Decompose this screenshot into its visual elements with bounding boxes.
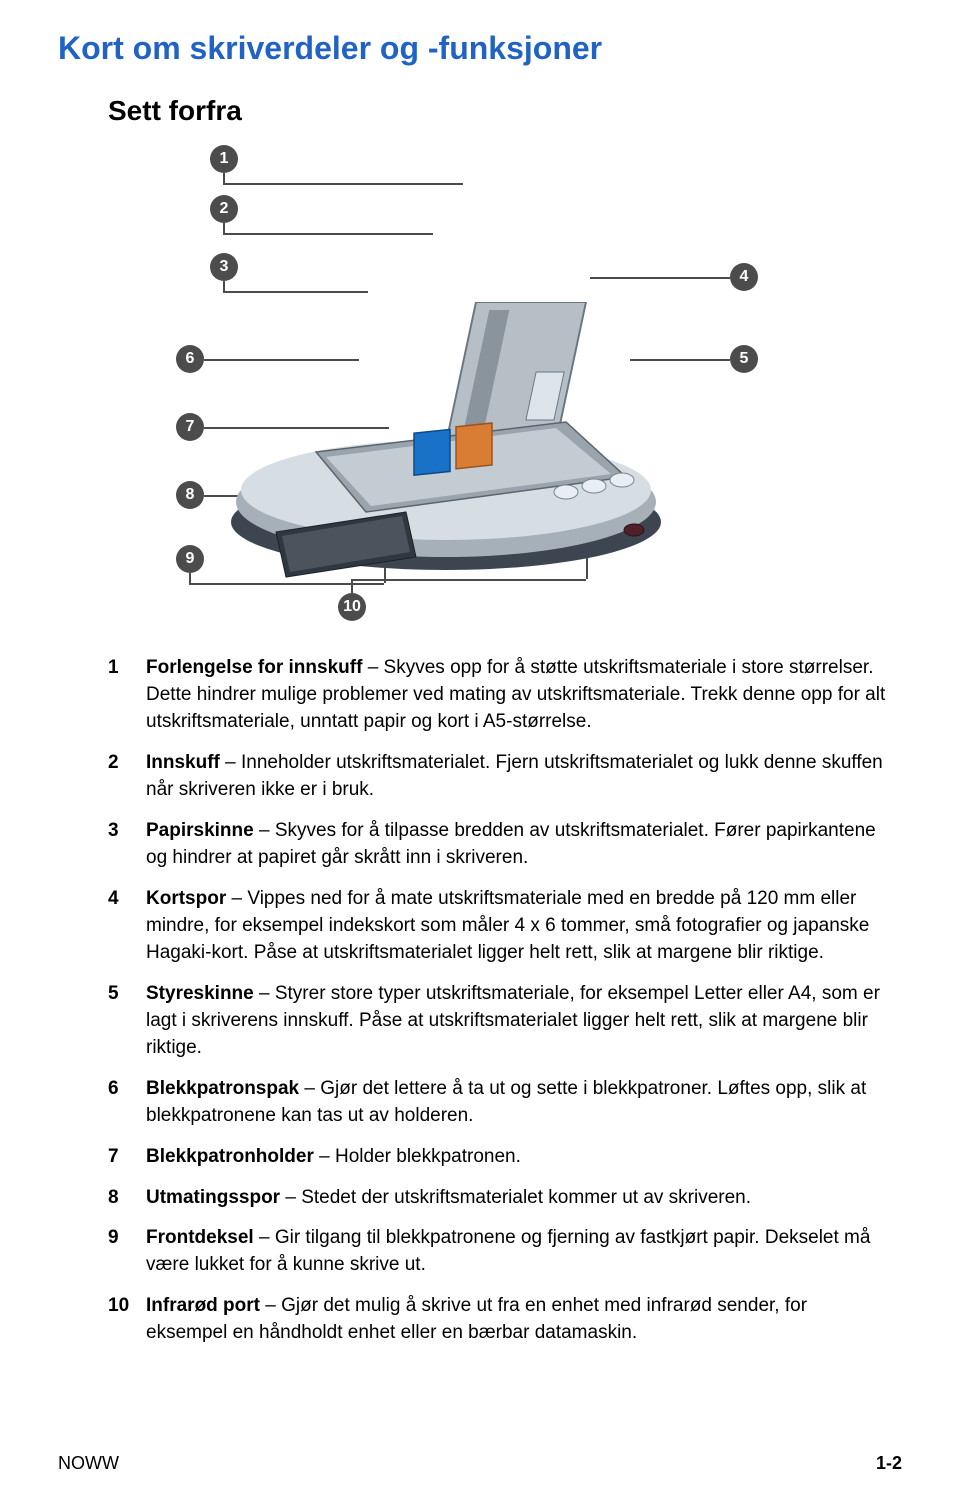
item-number: 5 (108, 981, 146, 1008)
list-item: 3 Papirskinne – Skyves for å tilpasse br… (108, 818, 892, 872)
item-text: Blekkpatronspak – Gjør det lettere å ta … (146, 1076, 892, 1130)
callout-circle: 6 (176, 345, 204, 373)
item-text: Kortspor – Vippes ned for å mate utskrif… (146, 886, 892, 967)
item-text: Utmatingsspor – Stedet der utskriftsmate… (146, 1185, 892, 1212)
callout-5: 5 (730, 345, 758, 373)
callout-3: 3 (210, 253, 238, 281)
callout-6: 6 (176, 345, 204, 373)
item-text: Papirskinne – Skyves for å tilpasse bred… (146, 818, 892, 872)
list-item: 6 Blekkpatronspak – Gjør det lettere å t… (108, 1076, 892, 1130)
item-number: 2 (108, 750, 146, 777)
callout-8: 8 (176, 481, 204, 509)
item-text: Forlengelse for innskuff – Skyves opp fo… (146, 655, 892, 736)
callout-circle: 2 (210, 195, 238, 223)
item-number: 1 (108, 655, 146, 682)
parts-list: 1 Forlengelse for innskuff – Skyves opp … (108, 655, 892, 1347)
item-text: Blekkpatronholder – Holder blekkpatronen… (146, 1144, 892, 1171)
callout-circle: 3 (210, 253, 238, 281)
item-text: Styreskinne – Styrer store typer utskrif… (146, 981, 892, 1062)
item-number: 7 (108, 1144, 146, 1171)
callout-1: 1 (210, 145, 238, 173)
list-item: 10 Infrarød port – Gjør det mulig å skri… (108, 1293, 892, 1347)
callout-4: 4 (730, 263, 758, 291)
callout-circle: 5 (730, 345, 758, 373)
item-text: Innskuff – Inneholder utskriftsmateriale… (146, 750, 892, 804)
list-item: 9 Frontdeksel – Gir tilgang til blekkpat… (108, 1225, 892, 1279)
callout-7: 7 (176, 413, 204, 441)
item-number: 8 (108, 1185, 146, 1212)
callout-circle: 9 (176, 545, 204, 573)
callout-circle: 7 (176, 413, 204, 441)
item-number: 3 (108, 818, 146, 845)
callout-circle: 4 (730, 263, 758, 291)
callout-2: 2 (210, 195, 238, 223)
list-item: 8 Utmatingsspor – Stedet der utskriftsma… (108, 1185, 892, 1212)
list-item: 2 Innskuff – Inneholder utskriftsmateria… (108, 750, 892, 804)
section-title: Sett forfra (108, 95, 902, 127)
list-item: 5 Styreskinne – Styrer store typer utskr… (108, 981, 892, 1062)
item-number: 9 (108, 1225, 146, 1252)
printer-diagram: 1 2 3 4 5 6 7 8 9 10 (58, 145, 902, 635)
list-item: 1 Forlengelse for innskuff – Skyves opp … (108, 655, 892, 736)
item-text: Frontdeksel – Gir tilgang til blekkpatro… (146, 1225, 892, 1279)
item-number: 6 (108, 1076, 146, 1103)
list-item: 7 Blekkpatronholder – Holder blekkpatron… (108, 1144, 892, 1171)
item-number: 10 (108, 1293, 146, 1320)
item-number: 4 (108, 886, 146, 913)
page-title: Kort om skriverdeler og -funksjoner (58, 30, 902, 67)
page-footer: NOWW 1-2 (58, 1453, 902, 1474)
footer-right: 1-2 (876, 1453, 902, 1474)
footer-left: NOWW (58, 1453, 119, 1474)
callout-circle: 8 (176, 481, 204, 509)
callout-circle: 1 (210, 145, 238, 173)
printer-illustration-icon (216, 302, 676, 602)
list-item: 4 Kortspor – Vippes ned for å mate utskr… (108, 886, 892, 967)
callout-9: 9 (176, 545, 204, 573)
item-text: Infrarød port – Gjør det mulig å skrive … (146, 1293, 892, 1347)
